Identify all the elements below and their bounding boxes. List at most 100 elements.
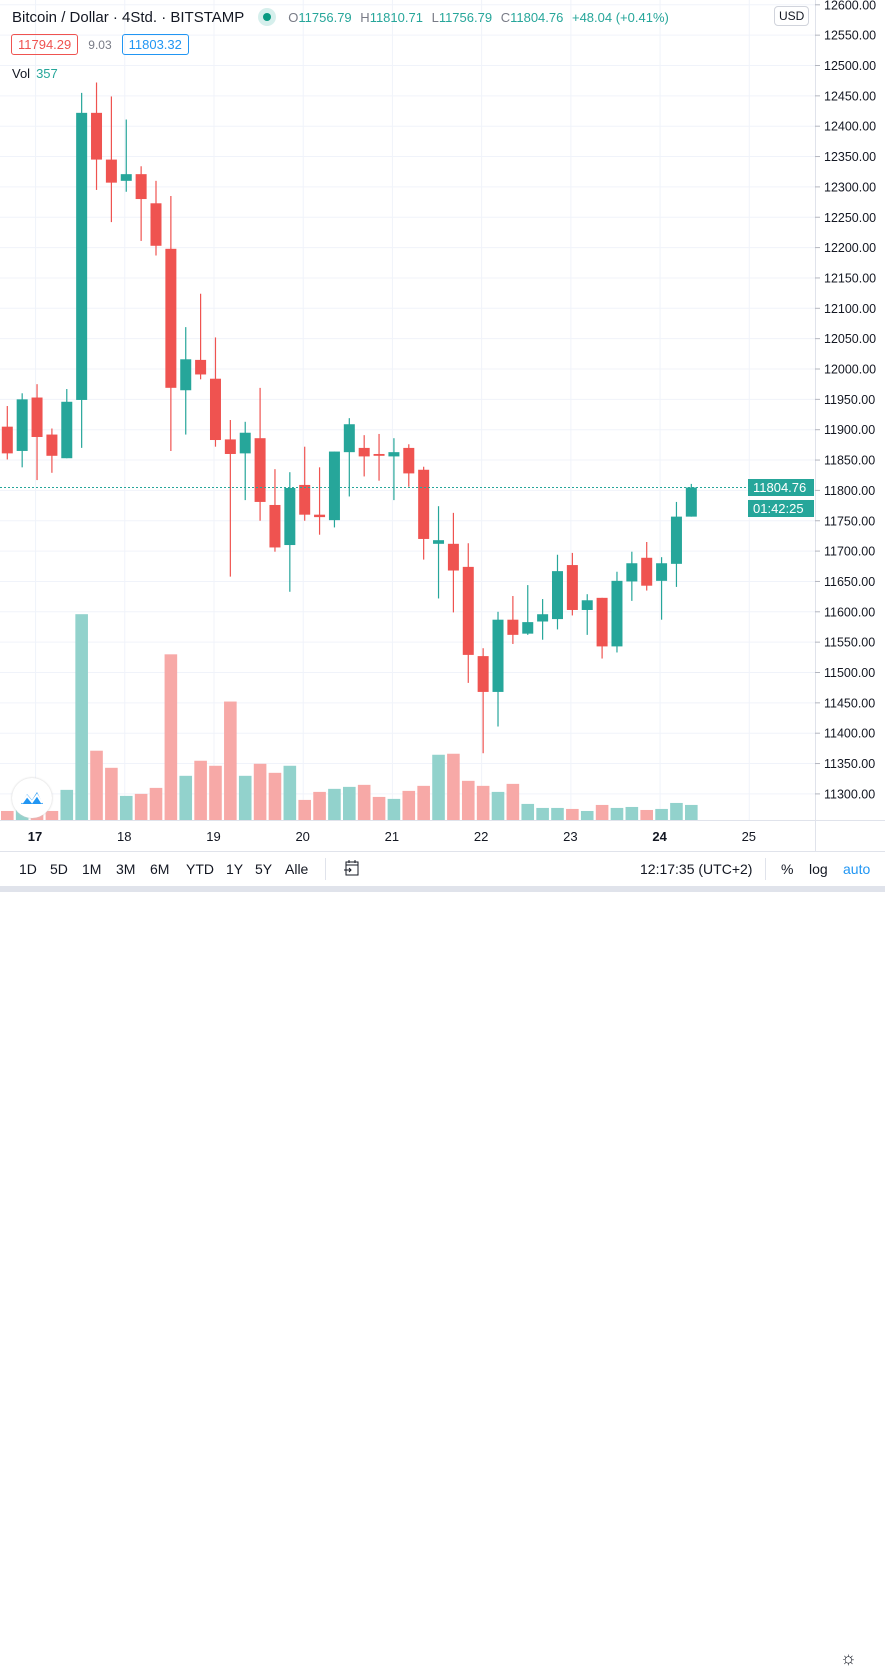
price-chart[interactable]: 12600.00 12550.00 12500.00 12450.00 12400.00… bbox=[0, 0, 885, 820]
axis-divider bbox=[815, 821, 816, 851]
time-tick-label: 17 bbox=[27, 829, 43, 844]
candle-body bbox=[76, 112, 88, 400]
sell-button[interactable]: 11794.29 bbox=[11, 34, 79, 55]
candles bbox=[1, 82, 697, 754]
range-1y[interactable]: 1Y bbox=[226, 861, 244, 877]
volume-bars bbox=[1, 614, 698, 820]
price-tick-label: 12050.00 bbox=[824, 332, 876, 346]
price-tick-label: 11850.00 bbox=[824, 454, 875, 468]
range-6m[interactable]: 6M bbox=[150, 861, 170, 877]
candle-body bbox=[135, 174, 147, 200]
time-tick-label: 19 bbox=[206, 829, 221, 844]
volume-bar bbox=[551, 807, 564, 820]
clock-time[interactable]: 12:17:35 (UTC+2) bbox=[640, 861, 753, 877]
auto-toggle[interactable]: auto bbox=[843, 861, 871, 877]
price-tick-label: 12200.00 bbox=[824, 241, 876, 255]
volume-bar bbox=[655, 808, 668, 820]
volume-bar bbox=[45, 810, 59, 820]
price-tick-label: 12150.00 bbox=[824, 271, 876, 285]
divider bbox=[765, 858, 766, 880]
price-tick-label: 11400.00 bbox=[824, 727, 875, 741]
volume-legend: Vol 357 bbox=[12, 66, 58, 81]
range-1d[interactable]: 1D bbox=[19, 861, 37, 877]
time-tick-label: 22 bbox=[473, 829, 489, 844]
candle-body bbox=[91, 112, 103, 160]
price-tick-label: 11800.00 bbox=[824, 484, 875, 498]
buy-button[interactable]: 11803.32 bbox=[121, 34, 189, 55]
volume-bar bbox=[566, 808, 579, 820]
volume-bar bbox=[387, 798, 401, 820]
candle-body bbox=[195, 359, 207, 375]
symbol-title[interactable]: Bitcoin / Dollar · 4Std. · BITSTAMP bbox=[12, 8, 245, 26]
candle-body bbox=[492, 619, 504, 692]
candle-body bbox=[328, 451, 340, 521]
range-5d[interactable]: 5D bbox=[50, 861, 68, 877]
candle-body bbox=[551, 571, 563, 620]
last-price-tag: 11804.76 bbox=[748, 479, 814, 496]
candle-body bbox=[447, 543, 459, 571]
gear-icon[interactable]: ☼ bbox=[840, 1648, 857, 1668]
price-tick-label: 12300.00 bbox=[824, 180, 876, 194]
volume-bar bbox=[283, 765, 297, 820]
price-tick-label: 12100.00 bbox=[824, 302, 876, 316]
candle-body bbox=[433, 540, 445, 544]
low-value: 11756.79 bbox=[438, 9, 493, 25]
volume-bar bbox=[328, 788, 341, 820]
price-tick-label: 12450.00 bbox=[824, 89, 876, 103]
volume-bar bbox=[1, 810, 14, 820]
volume-bar bbox=[119, 795, 133, 820]
volume-bar bbox=[149, 787, 163, 820]
range-alle[interactable]: Alle bbox=[285, 861, 309, 877]
candle-body bbox=[566, 565, 578, 610]
range-3m[interactable]: 3M bbox=[116, 861, 136, 877]
change-value: +48.04 (+0.41%) bbox=[571, 9, 669, 25]
candle-body bbox=[388, 452, 400, 457]
volume-bar bbox=[238, 775, 252, 820]
candle-body bbox=[254, 438, 266, 502]
candle-body bbox=[358, 447, 370, 457]
volume-bar bbox=[268, 772, 282, 820]
volume-bar bbox=[625, 806, 639, 820]
volume-bar bbox=[491, 791, 505, 820]
log-toggle[interactable]: log bbox=[809, 861, 828, 877]
volume-bar bbox=[357, 784, 371, 820]
high-value: 11810.71 bbox=[369, 9, 423, 25]
candle-body bbox=[31, 397, 43, 437]
divider bbox=[325, 858, 326, 880]
time-tick-label: 25 bbox=[741, 829, 757, 844]
candle-body bbox=[209, 378, 221, 441]
candle-body bbox=[1, 426, 13, 454]
open-value: 11756.79 bbox=[298, 9, 352, 25]
range-5y[interactable]: 5Y bbox=[255, 861, 273, 877]
percent-toggle[interactable]: % bbox=[781, 861, 794, 877]
volume-bar bbox=[417, 785, 430, 820]
currency-button[interactable]: USD bbox=[774, 6, 810, 26]
range-1m[interactable]: 1M bbox=[82, 861, 102, 877]
candle-body bbox=[507, 619, 519, 635]
candle-body bbox=[120, 174, 132, 181]
candle-body bbox=[537, 614, 549, 622]
time-tick-label: 23 bbox=[563, 829, 578, 844]
candle-body bbox=[239, 432, 251, 454]
spread-value: 9.03 bbox=[88, 37, 112, 52]
candle-body bbox=[165, 248, 177, 388]
volume-bar bbox=[105, 767, 118, 820]
volume-bar bbox=[179, 775, 193, 820]
price-tick-label: 11650.00 bbox=[824, 575, 875, 589]
volume-bar bbox=[461, 780, 475, 820]
candle-body bbox=[685, 487, 697, 517]
tradingview-logo-icon[interactable] bbox=[12, 778, 52, 818]
volume-value: 357 bbox=[36, 66, 58, 81]
range-ytd[interactable]: YTD bbox=[186, 861, 214, 877]
volume-bar bbox=[595, 804, 609, 820]
candle-body bbox=[61, 401, 73, 459]
volume-label: Vol bbox=[12, 66, 31, 81]
time-tick-label: 18 bbox=[117, 829, 132, 844]
calendar-icon[interactable] bbox=[343, 859, 361, 880]
volume-bar bbox=[372, 796, 386, 820]
volume-bar bbox=[476, 785, 490, 820]
price-tick-label: 11500.00 bbox=[824, 666, 875, 680]
price-tick-label: 11600.00 bbox=[824, 605, 875, 619]
price-axis[interactable]: 12600.00 12550.00 12500.00 12450.00 12400.00… bbox=[815, 0, 876, 801]
time-axis[interactable]: 17 18 19 20 21 22 23 24 25 ☼ bbox=[0, 820, 885, 1668]
